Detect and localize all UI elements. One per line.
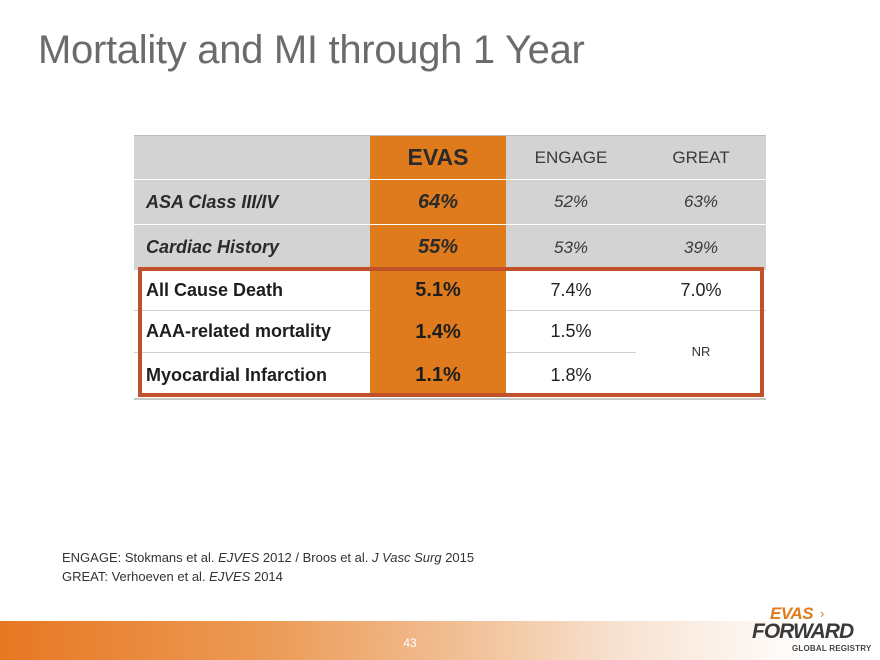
row-label: AAA-related mortality — [134, 311, 370, 353]
great-merged-value: NR — [691, 344, 711, 359]
engage-value: 53% — [506, 225, 636, 270]
table-row: Myocardial Infarction 1.1% 1.8% — [134, 353, 766, 397]
reference-great: GREAT: Verhoeven et al. EJVES 2014 — [62, 569, 283, 584]
great-value: 39% — [636, 225, 766, 270]
evas-forward-logo: EVAS › FORWARD GLOBAL REGISTRY — [752, 604, 872, 656]
references: ENGAGE: Stokmans et al. EJVES 2012 / Bro… — [62, 548, 474, 586]
table-row: AAA-related mortality 1.4% 1.5% — [134, 311, 766, 353]
header-label-cell — [134, 136, 370, 180]
logo-evas-text: EVAS — [770, 604, 814, 623]
engage-value: 1.8% — [550, 364, 592, 385]
header-great: GREAT — [636, 136, 766, 180]
great-value: 7.0% — [636, 270, 766, 311]
row-label: Cardiac History — [134, 225, 370, 270]
page-number: 43 — [403, 636, 417, 650]
table-row: Cardiac History 55% 53% 39% — [134, 225, 766, 270]
evas-value: 64% — [370, 180, 506, 225]
header-evas: EVAS — [370, 136, 506, 180]
evas-value: 1.4% — [370, 311, 506, 353]
footer-bar — [0, 621, 880, 660]
table-row: ASA Class III/IV 64% 52% 63% — [134, 180, 766, 225]
table-header-row: EVAS ENGAGE GREAT — [134, 136, 766, 180]
reference-engage: ENGAGE: Stokmans et al. EJVES 2012 / Bro… — [62, 550, 475, 565]
slide-title: Mortality and MI through 1 Year — [38, 28, 585, 72]
great-merged-cell: NR — [636, 311, 766, 392]
great-value: 63% — [636, 180, 766, 225]
logo-global-registry-text: GLOBAL REGISTRY — [792, 644, 872, 653]
engage-value: 1.5% — [506, 311, 636, 353]
evas-value: 55% — [370, 225, 506, 270]
row-label: Myocardial Infarction — [146, 364, 328, 385]
evas-value: 5.1% — [370, 270, 506, 311]
engage-value: 7.4% — [506, 270, 636, 311]
table-bottom-rule — [134, 398, 766, 400]
logo-forward-text: FORWARD — [752, 620, 854, 643]
row-label: ASA Class III/IV — [134, 180, 370, 225]
evas-value: 1.1% — [370, 353, 506, 397]
row-label: All Cause Death — [134, 270, 370, 311]
logo-arrow-icon: › — [820, 606, 825, 621]
table-top-rule — [134, 135, 766, 136]
engage-value: 52% — [506, 180, 636, 225]
table-row: All Cause Death 5.1% 7.4% 7.0% — [134, 270, 766, 311]
header-engage: ENGAGE — [506, 136, 636, 180]
